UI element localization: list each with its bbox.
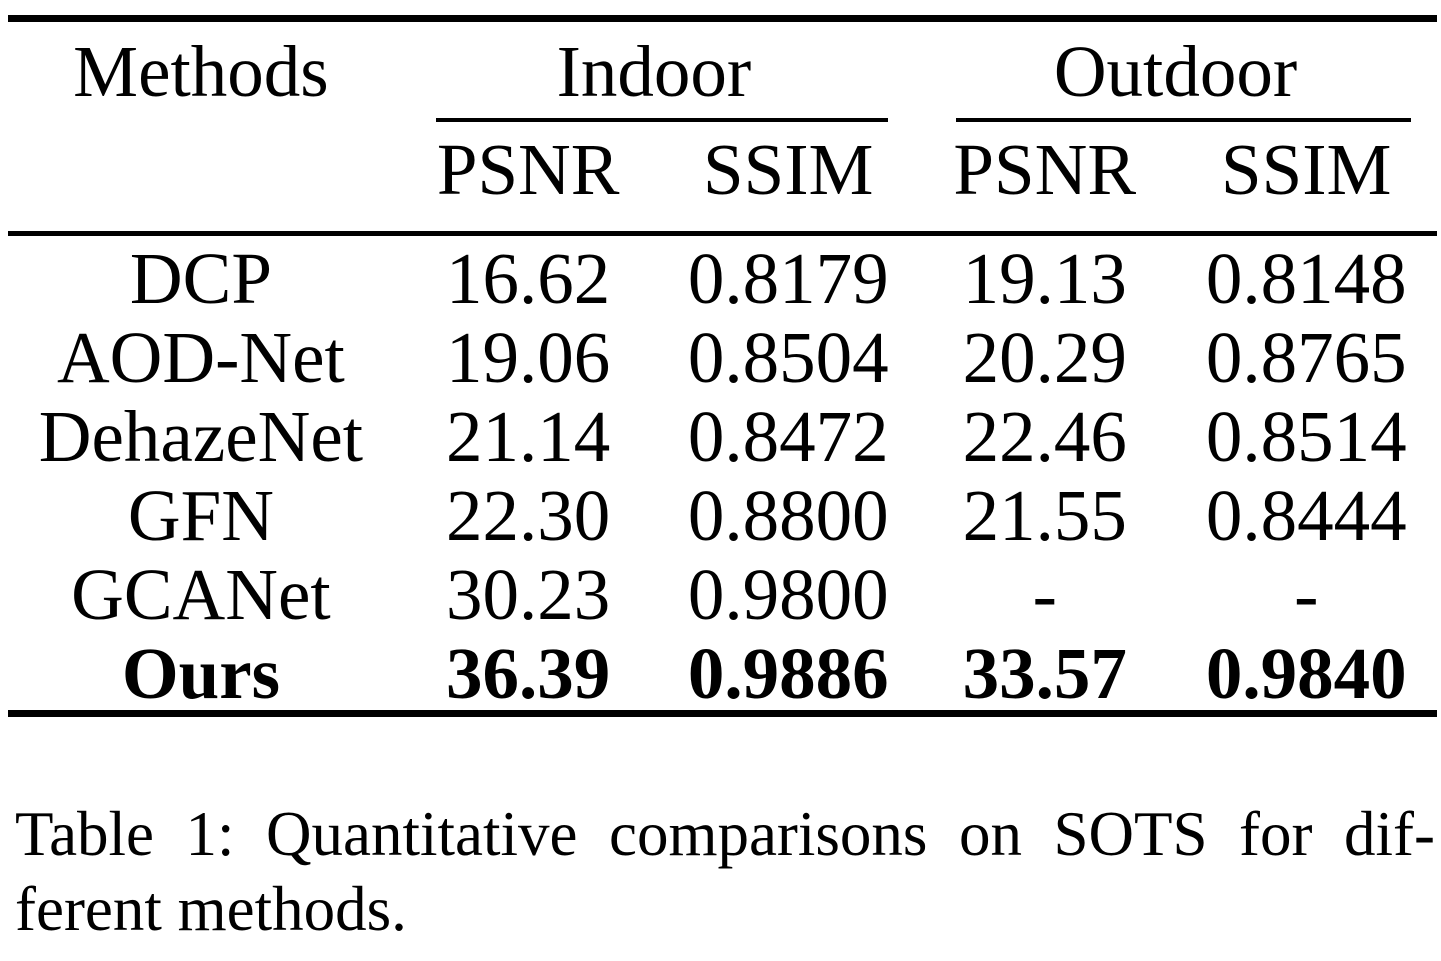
indoor-ssim-value: 0.9800 <box>687 554 889 635</box>
table-row: GFN 22.30 0.8800 21.55 0.8444 <box>8 473 1437 552</box>
indoor-ssim-value: 0.8504 <box>687 317 889 398</box>
indoor-psnr-value: 21.14 <box>446 396 611 477</box>
header-empty-cell <box>8 122 394 234</box>
indoor-psnr-value: 36.39 <box>446 633 611 714</box>
table-row: Ours 36.39 0.9886 33.57 0.9840 <box>8 631 1437 714</box>
indoor-psnr-value: 19.06 <box>446 317 611 398</box>
table-row: DCP 16.62 0.8179 19.13 0.8148 <box>8 234 1437 316</box>
indoor-ssim-value: 0.8800 <box>687 475 889 556</box>
method-name: Ours <box>121 633 281 714</box>
caption-line-2: ferent methods. <box>15 874 407 944</box>
indoor-psnr-value: 16.62 <box>446 238 611 319</box>
column-header-outdoor-psnr: PSNR <box>953 128 1137 210</box>
table-row: AOD-Net 19.06 0.8504 20.29 0.8765 <box>8 315 1437 394</box>
column-header-indoor-ssim: SSIM <box>703 128 874 210</box>
outdoor-psnr-value: 19.13 <box>962 238 1127 319</box>
column-header-methods: Methods <box>73 31 329 113</box>
results-table-container: Methods Indoor Outdoor PSNR SSIM PSNR SS… <box>8 15 1437 717</box>
column-header-outdoor-ssim: SSIM <box>1221 128 1392 210</box>
indoor-ssim-value: 0.8472 <box>687 396 889 477</box>
outdoor-ssim-value: 0.8765 <box>1205 317 1407 398</box>
caption-line-1: Table 1: Quantitative comparisons on SOT… <box>15 799 1435 869</box>
table-row: DehazeNet 21.14 0.8472 22.46 0.8514 <box>8 394 1437 473</box>
column-group-indoor: Indoor <box>394 19 914 122</box>
indoor-ssim-value: 0.9886 <box>687 633 889 714</box>
outdoor-psnr-value: 20.29 <box>962 317 1127 398</box>
table-row: GCANet 30.23 0.9800 - - <box>8 552 1437 631</box>
method-name: AOD-Net <box>56 317 345 398</box>
outdoor-psnr-value: 22.46 <box>962 396 1127 477</box>
indoor-psnr-value: 22.30 <box>446 475 611 556</box>
method-name: GCANet <box>71 554 331 635</box>
outdoor-psnr-value: 21.55 <box>962 475 1127 556</box>
outdoor-ssim-value: 0.8444 <box>1205 475 1407 556</box>
outdoor-ssim-value: 0.9840 <box>1205 633 1407 714</box>
method-name: DehazeNet <box>38 396 364 477</box>
outdoor-ssim-value: 0.8148 <box>1205 238 1407 319</box>
header-metric-row: PSNR SSIM PSNR SSIM <box>8 122 1437 234</box>
indoor-ssim-value: 0.8179 <box>687 238 889 319</box>
outdoor-ssim-value: - <box>1294 554 1319 635</box>
method-name: DCP <box>129 238 272 319</box>
header-group-row: Methods Indoor Outdoor <box>8 19 1437 122</box>
method-name: GFN <box>127 475 274 556</box>
table-caption: Table 1: Quantitative comparisons on SOT… <box>15 797 1435 947</box>
column-group-outdoor: Outdoor <box>914 19 1437 122</box>
results-table: Methods Indoor Outdoor PSNR SSIM PSNR SS… <box>8 15 1437 717</box>
outdoor-psnr-value: - <box>1032 554 1057 635</box>
outdoor-ssim-value: 0.8514 <box>1205 396 1407 477</box>
indoor-psnr-value: 30.23 <box>446 554 611 635</box>
outdoor-psnr-value: 33.57 <box>962 633 1127 714</box>
column-header-indoor-psnr: PSNR <box>436 128 620 210</box>
